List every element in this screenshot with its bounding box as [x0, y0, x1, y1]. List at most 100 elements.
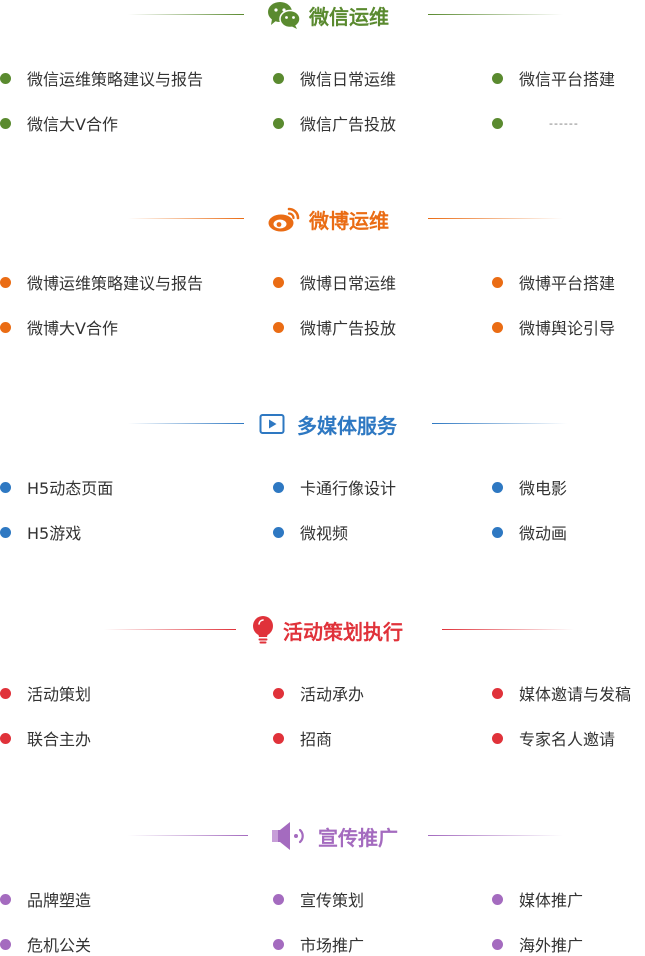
item-label: 危机公关	[27, 936, 92, 955]
list-item: 微视频	[273, 520, 348, 544]
list-item: 媒体推广	[492, 887, 583, 911]
list-item: 活动策划	[0, 681, 91, 705]
item-label: 专家名人邀请	[519, 730, 616, 749]
bullet-dot	[0, 321, 11, 333]
section-title-text: 微信运维	[309, 4, 389, 29]
list-item: 微信广告投放	[273, 111, 396, 135]
bullet-dot	[273, 732, 284, 744]
bullet-dot	[492, 732, 503, 744]
bullet-dot	[492, 526, 503, 538]
section-header: 微博运维	[0, 204, 645, 234]
bullet-dot	[0, 117, 11, 129]
list-item: 微信日常运维	[273, 66, 396, 90]
item-label: 微博日常运维	[300, 274, 397, 293]
section-header: 宣传推广	[0, 821, 645, 851]
section-title: 多媒体服务	[259, 409, 397, 439]
item-label: 微信运维策略建议与报告	[27, 70, 204, 89]
list-item: 招商	[273, 726, 332, 750]
bullet-dot	[0, 72, 11, 84]
bullet-dot	[492, 321, 503, 333]
bullet-dot	[0, 893, 11, 905]
list-item: 微电影	[492, 475, 567, 499]
speaker-icon	[272, 822, 304, 850]
list-item: 卡通行像设计	[273, 475, 396, 499]
item-label: 市场推广	[300, 936, 365, 955]
bullet-dot	[273, 893, 284, 905]
item-label: 卡通行像设计	[300, 479, 397, 498]
list-item: 微动画	[492, 520, 567, 544]
list-item: 微信平台搭建	[492, 66, 615, 90]
bullet-dot	[273, 687, 284, 699]
bullet-dot	[273, 481, 284, 493]
list-item: 品牌塑造	[0, 887, 91, 911]
item-label: 海外推广	[519, 936, 584, 955]
list-item: ------	[492, 111, 579, 135]
wechat-icon	[268, 2, 301, 29]
bullet-dot	[273, 276, 284, 288]
bullet-dot	[492, 481, 503, 493]
section-title-text: 多媒体服务	[297, 413, 397, 438]
list-item: 联合主办	[0, 726, 91, 750]
divider-left	[128, 218, 244, 219]
item-label: 微电影	[519, 479, 568, 498]
bullet-dot	[492, 938, 503, 950]
divider-left	[128, 835, 248, 836]
bullet-dot	[0, 687, 11, 699]
item-label: 微博大V合作	[27, 319, 118, 338]
bullet-dot	[273, 117, 284, 129]
section-title: 微信运维	[267, 0, 389, 30]
bullet-dot	[0, 481, 11, 493]
item-label: 微信大V合作	[27, 115, 118, 134]
item-label: 微信广告投放	[300, 115, 397, 134]
item-label: 活动策划	[27, 685, 92, 704]
list-item: 微信运维策略建议与报告	[0, 66, 203, 90]
item-label: 微博平台搭建	[519, 274, 616, 293]
item-label: 微博舆论引导	[519, 319, 616, 338]
item-label: 品牌塑造	[27, 891, 92, 910]
item-label: H5动态页面	[27, 479, 114, 498]
section-header: 活动策划执行	[0, 615, 645, 645]
list-item: 活动承办	[273, 681, 364, 705]
list-item: 市场推广	[273, 932, 364, 956]
item-label: 微视频	[300, 524, 349, 543]
divider-right	[432, 423, 567, 424]
bullet-dot	[492, 893, 503, 905]
section-title-text: 宣传推广	[318, 825, 398, 850]
item-label: 微博运维策略建议与报告	[27, 274, 204, 293]
section-title: 宣传推广	[270, 821, 398, 851]
bullet-dot	[273, 321, 284, 333]
item-label: 微动画	[519, 524, 568, 543]
lightbulb-icon	[253, 616, 273, 644]
video-play-icon	[259, 414, 285, 434]
bullet-dot	[492, 276, 503, 288]
divider-right	[428, 14, 563, 15]
list-item: H5游戏	[0, 520, 81, 544]
bullet-dot	[273, 938, 284, 950]
section-title-text: 活动策划执行	[283, 619, 403, 644]
list-item: 媒体邀请与发稿	[492, 681, 631, 705]
list-item: 宣传策划	[273, 887, 364, 911]
divider-left	[104, 629, 236, 630]
list-item: 微博日常运维	[273, 270, 396, 294]
list-item: 危机公关	[0, 932, 91, 956]
list-item: H5动态页面	[0, 475, 113, 499]
list-item: 专家名人邀请	[492, 726, 615, 750]
bullet-dot	[273, 526, 284, 538]
item-label: 宣传策划	[300, 891, 365, 910]
bullet-dot	[492, 687, 503, 699]
bullet-dot	[0, 526, 11, 538]
item-label: H5游戏	[27, 524, 82, 543]
bullet-dot	[492, 72, 503, 84]
list-item: 微博舆论引导	[492, 315, 615, 339]
section-title-text: 微博运维	[309, 208, 389, 233]
item-label: 媒体推广	[519, 891, 584, 910]
bullet-dot	[0, 276, 11, 288]
section-header: 多媒体服务	[0, 409, 645, 439]
item-label: 媒体邀请与发稿	[519, 685, 632, 704]
bullet-dot	[273, 72, 284, 84]
list-item: 微博平台搭建	[492, 270, 615, 294]
list-item: 微博运维策略建议与报告	[0, 270, 203, 294]
bullet-dot	[492, 117, 503, 129]
item-label: 微信平台搭建	[519, 70, 616, 89]
list-item: 微信大V合作	[0, 111, 118, 135]
